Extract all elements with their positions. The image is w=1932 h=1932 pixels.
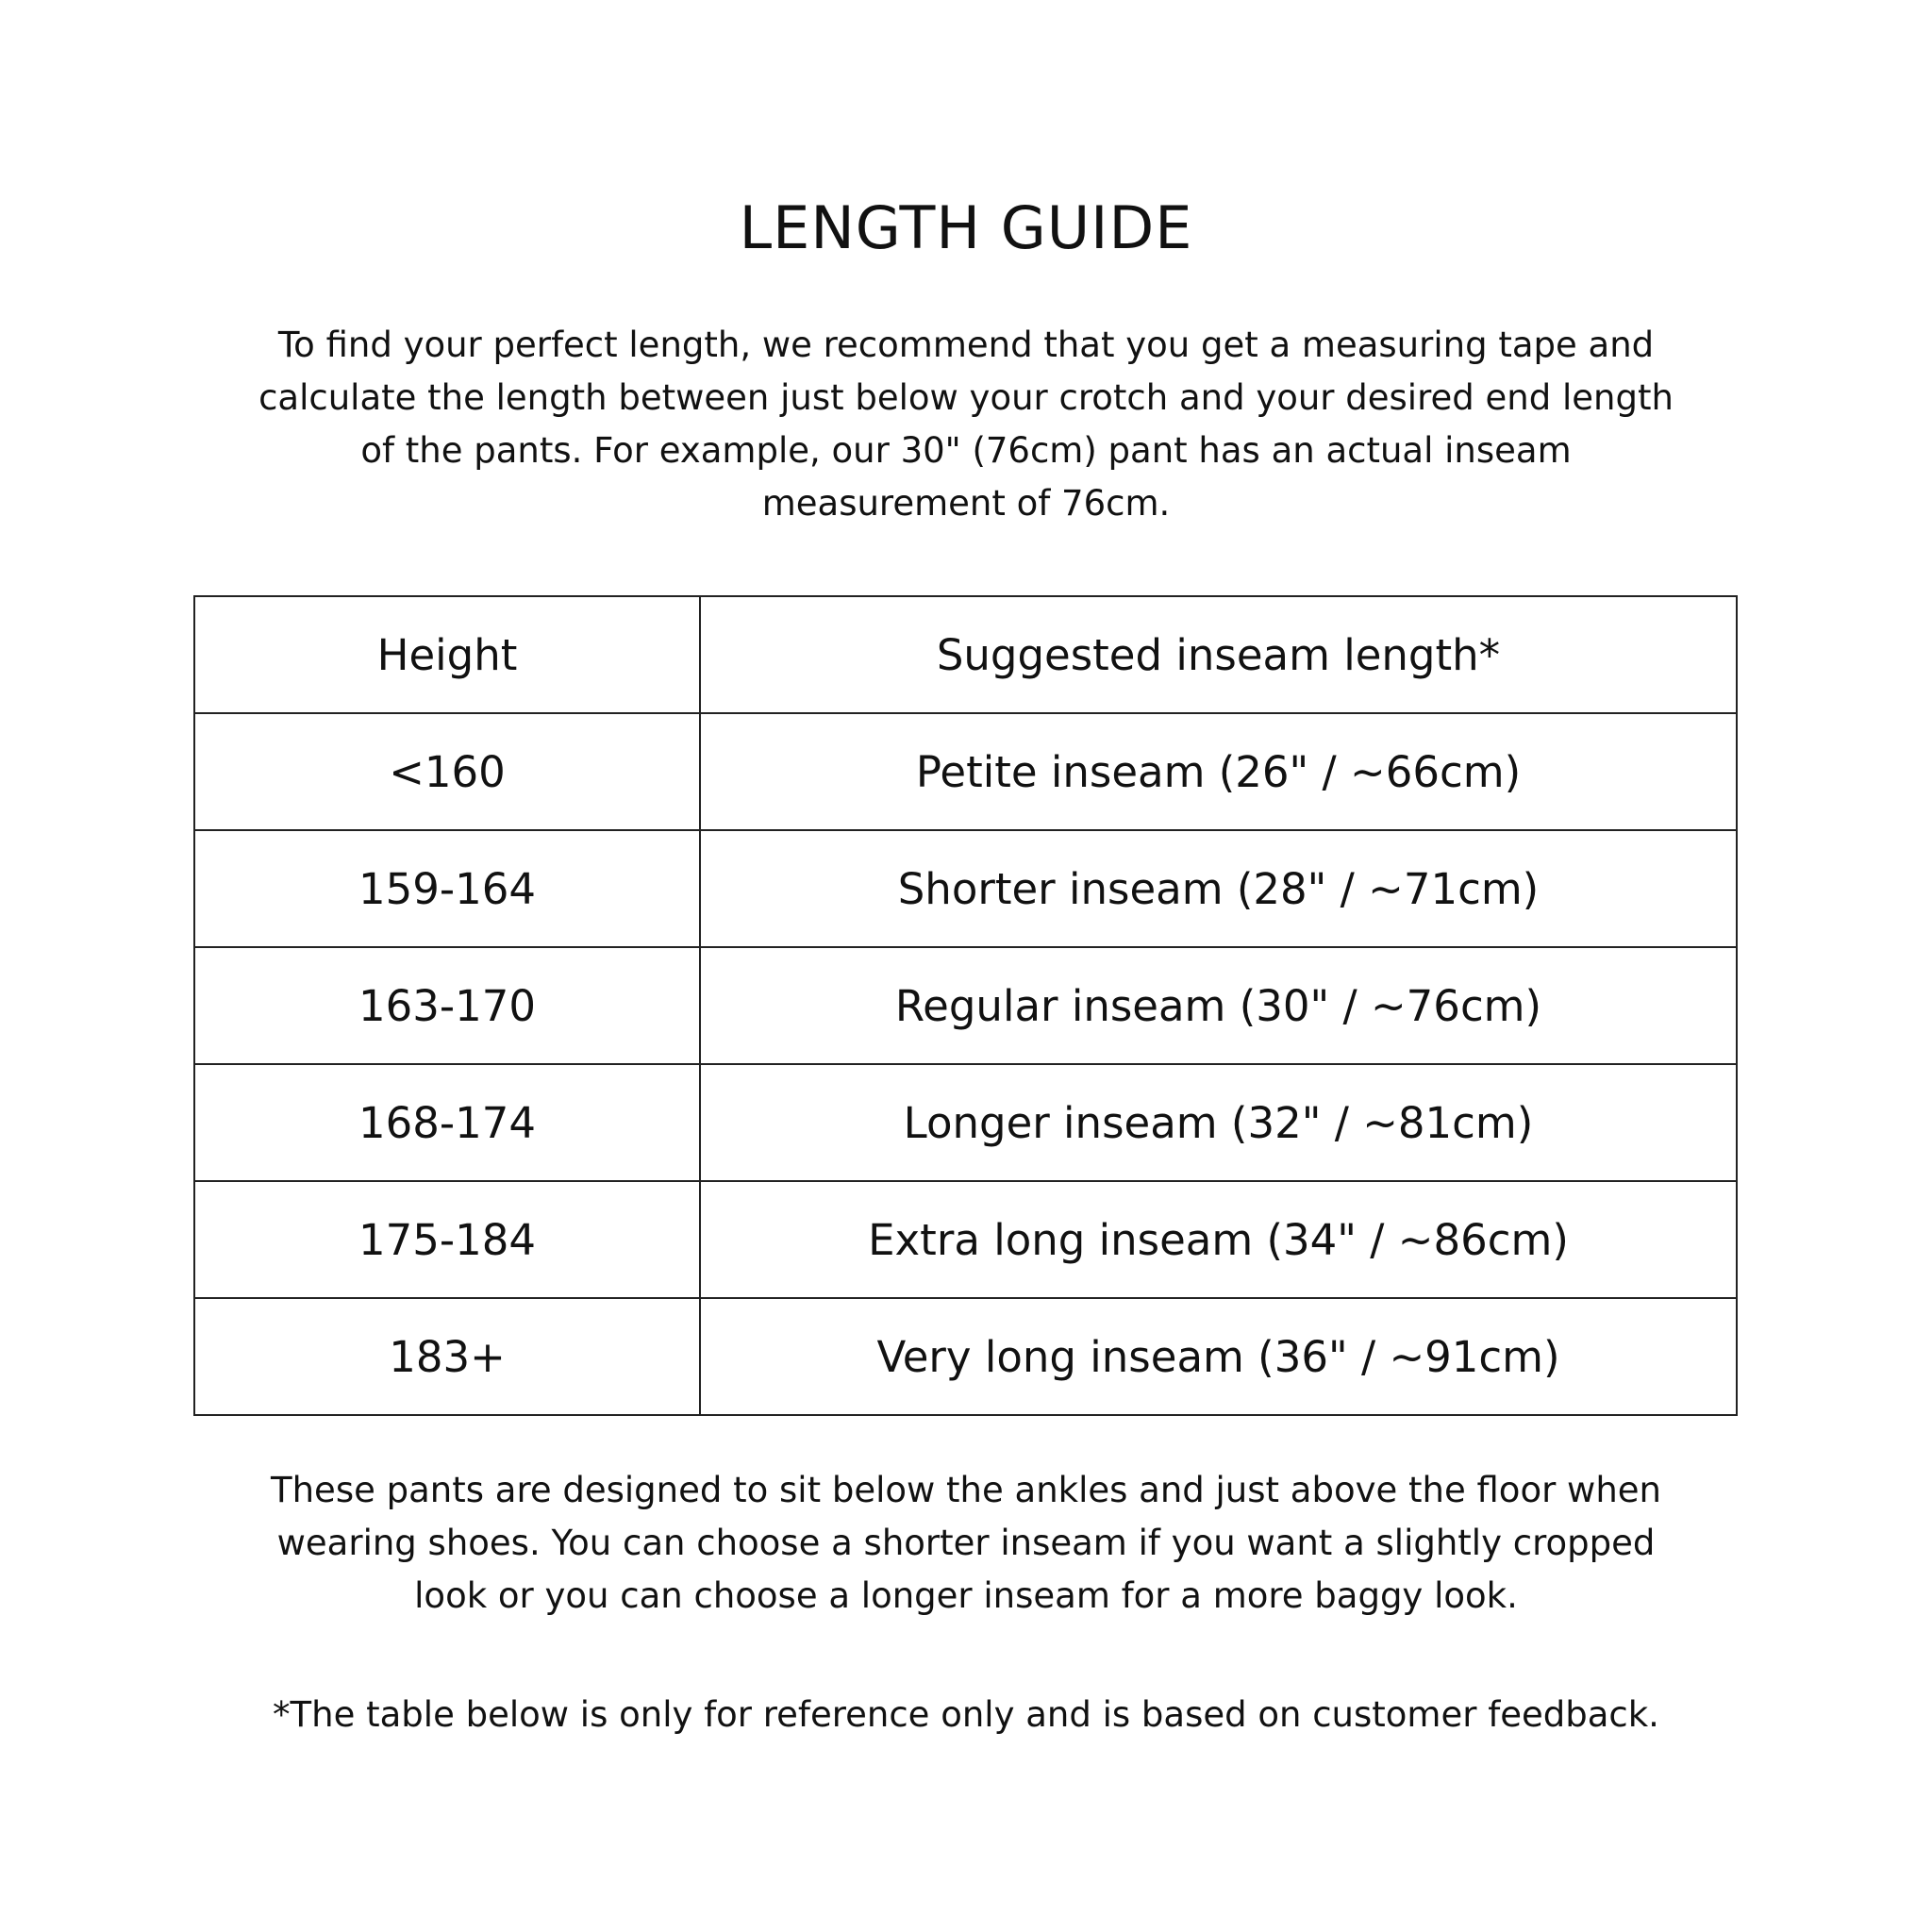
cell-inseam: Very long inseam (36" / ~91cm)	[699, 1297, 1738, 1416]
table-row: 168-174 Longer inseam (32" / ~81cm)	[193, 1063, 1738, 1182]
cell-inseam: Petite inseam (26" / ~66cm)	[699, 712, 1738, 831]
intro-paragraph: To find your perfect length, we recommen…	[0, 319, 1932, 530]
header-inseam: Suggested inseam length*	[699, 595, 1738, 714]
cell-height: 163-170	[193, 946, 701, 1065]
note-line: These pants are designed to sit below th…	[271, 1470, 1661, 1510]
intro-line: calculate the length between just below …	[258, 377, 1674, 418]
cell-inseam: Extra long inseam (34" / ~86cm)	[699, 1180, 1738, 1299]
table-row: 175-184 Extra long inseam (34" / ~86cm)	[193, 1180, 1738, 1299]
intro-line: To find your perfect length, we recommen…	[277, 325, 1655, 365]
footnote: *The table below is only for reference o…	[0, 1689, 1932, 1741]
intro-line: of the pants. For example, our 30" (76cm…	[360, 430, 1572, 471]
table-header-row: Height Suggested inseam length*	[193, 595, 1738, 714]
fit-note-paragraph: These pants are designed to sit below th…	[0, 1464, 1932, 1623]
length-table: Height Suggested inseam length* <160 Pet…	[193, 595, 1738, 1416]
cell-inseam: Regular inseam (30" / ~76cm)	[699, 946, 1738, 1065]
header-height: Height	[193, 595, 701, 714]
cell-height: 159-164	[193, 829, 701, 948]
note-line: look or you can choose a longer inseam f…	[414, 1575, 1518, 1616]
intro-line: measurement of 76cm.	[761, 483, 1171, 524]
table-row: <160 Petite inseam (26" / ~66cm)	[193, 712, 1738, 831]
cell-inseam: Shorter inseam (28" / ~71cm)	[699, 829, 1738, 948]
cell-height: 168-174	[193, 1063, 701, 1182]
table-row: 183+ Very long inseam (36" / ~91cm)	[193, 1297, 1738, 1416]
cell-height: 175-184	[193, 1180, 701, 1299]
cell-height: <160	[193, 712, 701, 831]
table-row: 163-170 Regular inseam (30" / ~76cm)	[193, 946, 1738, 1065]
note-line: wearing shoes. You can choose a shorter …	[276, 1523, 1656, 1563]
cell-inseam: Longer inseam (32" / ~81cm)	[699, 1063, 1738, 1182]
table-row: 159-164 Shorter inseam (28" / ~71cm)	[193, 829, 1738, 948]
cell-height: 183+	[193, 1297, 701, 1416]
page-title: LENGTH GUIDE	[739, 193, 1193, 262]
footnote-text: *The table below is only for reference o…	[273, 1694, 1659, 1735]
